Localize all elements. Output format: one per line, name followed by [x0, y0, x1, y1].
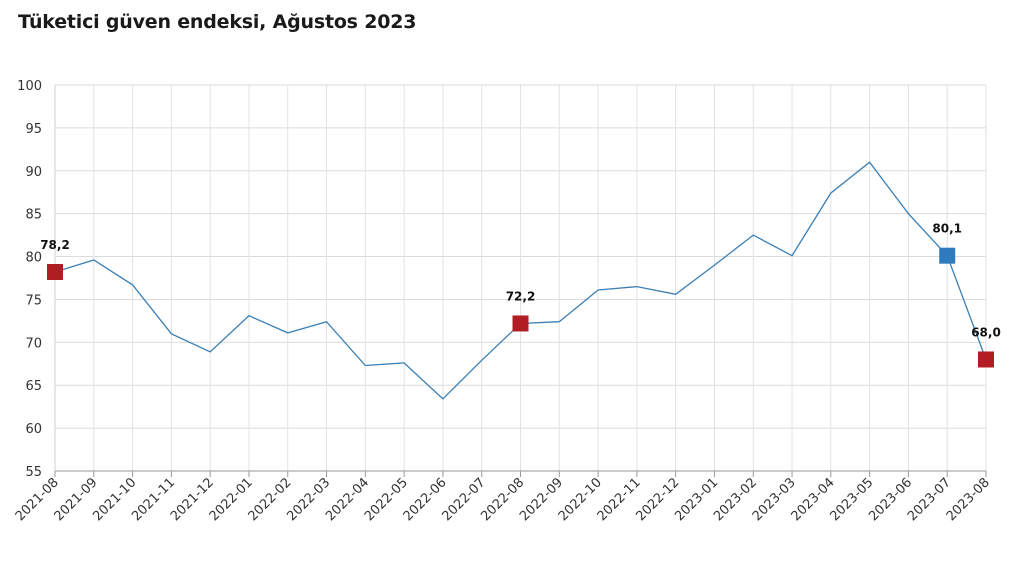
highlight-markers: 78,2 72,2 80,1 68,0 [40, 222, 1001, 368]
y-tick-label: 60 [25, 422, 42, 437]
y-tick-label: 70 [25, 336, 42, 351]
data-label: 72,2 [506, 289, 536, 303]
y-axis-ticks: 55 60 65 70 75 80 85 90 95 100 [17, 79, 42, 480]
y-tick-label: 85 [25, 208, 42, 223]
highlight-marker [939, 247, 956, 264]
highlight-marker [978, 351, 994, 368]
chart-title: Tüketici güven endeksi, Ağustos 2023 [18, 11, 417, 33]
data-label: 68,0 [971, 325, 1001, 339]
y-tick-label: 80 [25, 251, 42, 266]
highlight-marker [512, 315, 529, 332]
y-tick-label: 65 [25, 379, 42, 394]
y-tick-label: 90 [25, 165, 42, 180]
x-tick-label: 2023-08 [944, 475, 993, 524]
grid-lines [54, 84, 987, 472]
y-tick-label: 55 [25, 465, 42, 480]
y-tick-label: 100 [17, 79, 42, 94]
data-label: 80,1 [932, 222, 962, 236]
y-tick-label: 75 [25, 293, 42, 308]
data-label: 78,2 [40, 238, 70, 252]
x-axis-ticks: 2021-082021-092021-102021-112021-122022-… [13, 471, 993, 524]
highlight-marker [47, 263, 63, 280]
y-tick-label: 95 [25, 122, 42, 137]
